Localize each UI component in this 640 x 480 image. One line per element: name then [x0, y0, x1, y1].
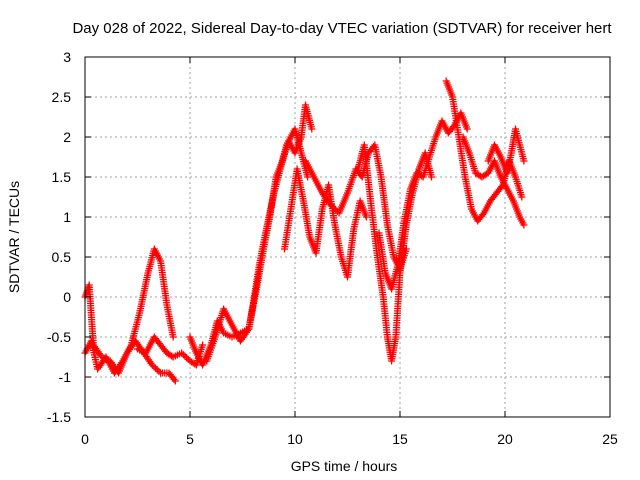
data-point — [148, 361, 156, 369]
data-point — [179, 351, 187, 359]
data-points — [81, 77, 528, 385]
data-point — [332, 206, 340, 214]
data-point — [150, 363, 158, 371]
data-point — [171, 377, 179, 385]
y-tick-label: 2.5 — [52, 89, 72, 105]
data-point — [170, 375, 178, 383]
x-tick-label: 5 — [186, 431, 194, 447]
x-tick-label: 20 — [497, 431, 513, 447]
data-point — [463, 125, 471, 133]
data-point — [181, 352, 189, 360]
data-point — [330, 204, 338, 212]
y-tick-label: -1.5 — [47, 409, 71, 425]
y-tick-label: 0.5 — [52, 249, 72, 265]
data-point — [169, 333, 177, 341]
y-tick-label: 1 — [63, 209, 71, 225]
y-tick-label: 0 — [63, 289, 71, 305]
data-point — [153, 366, 161, 374]
y-axis-label: SDTVAR / TECUs — [6, 181, 22, 293]
axis-ticks — [84, 56, 611, 418]
x-axis-label: GPS time / hours — [291, 458, 398, 474]
series-track — [375, 109, 471, 293]
data-point — [199, 341, 207, 349]
data-point — [449, 123, 457, 131]
series-track — [302, 141, 410, 273]
data-point — [308, 125, 316, 133]
series-track — [203, 101, 316, 365]
data-point — [304, 173, 312, 181]
series-track — [484, 125, 528, 177]
x-tick-label: 25 — [602, 431, 618, 447]
x-tick-label: 10 — [287, 431, 303, 447]
y-tick-label: 2 — [63, 129, 71, 145]
data-point — [327, 201, 335, 209]
data-point — [428, 173, 435, 181]
data-point — [152, 364, 160, 372]
chart-title: Day 028 of 2022, Sidereal Day-to-day VTE… — [72, 20, 612, 37]
x-tick-label: 0 — [81, 431, 89, 447]
data-point — [520, 157, 528, 165]
data-point — [479, 211, 487, 219]
y-tick-label: 1.5 — [52, 169, 72, 185]
data-point — [328, 203, 336, 211]
y-tick-label: -1 — [59, 369, 72, 385]
data-point — [178, 349, 186, 357]
data-point — [362, 213, 370, 221]
data-point — [518, 193, 526, 201]
y-tick-labels: -1.5 -1 -0.5 0 0.5 1 1.5 2 2.5 3 — [47, 49, 71, 425]
data-point — [155, 367, 163, 375]
x-tick-label: 15 — [392, 431, 408, 447]
data-point — [520, 221, 528, 229]
series-track — [459, 133, 528, 229]
data-point — [183, 354, 191, 362]
x-tick-labels: 0 5 10 15 20 25 — [81, 431, 618, 447]
y-tick-label: 3 — [63, 49, 71, 65]
plot-frame — [84, 56, 611, 418]
y-tick-label: -0.5 — [47, 329, 71, 345]
